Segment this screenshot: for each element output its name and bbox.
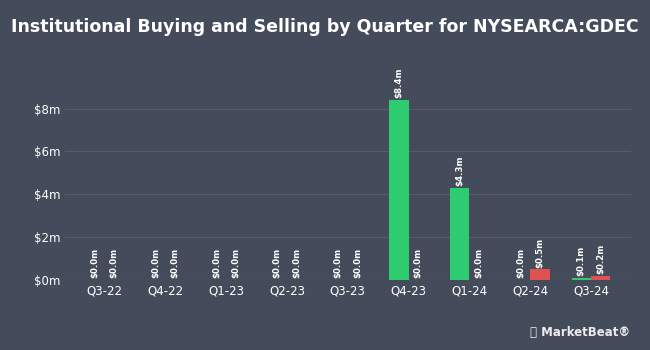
- Text: $0.2m: $0.2m: [596, 244, 605, 274]
- Text: $8.4m: $8.4m: [395, 68, 404, 98]
- Text: $0.0m: $0.0m: [273, 248, 281, 278]
- Text: $0.0m: $0.0m: [474, 248, 484, 278]
- Text: $0.0m: $0.0m: [90, 248, 99, 278]
- Text: $0.0m: $0.0m: [353, 248, 362, 278]
- Text: $0.1m: $0.1m: [577, 246, 586, 276]
- Text: $0.0m: $0.0m: [516, 248, 525, 278]
- Text: Institutional Buying and Selling by Quarter for NYSEARCA:GDEC: Institutional Buying and Selling by Quar…: [11, 18, 639, 35]
- Bar: [571, 278, 591, 280]
- Text: ⼏ MarketBeat®: ⼏ MarketBeat®: [530, 327, 630, 340]
- Text: $0.0m: $0.0m: [110, 248, 119, 278]
- Text: $0.0m: $0.0m: [170, 248, 179, 278]
- Text: $0.0m: $0.0m: [151, 248, 160, 278]
- Text: $4.3m: $4.3m: [455, 156, 464, 186]
- Text: $0.5m: $0.5m: [536, 237, 545, 267]
- Text: $0.0m: $0.0m: [231, 248, 240, 278]
- Bar: [530, 269, 550, 280]
- Text: $0.0m: $0.0m: [212, 248, 221, 278]
- Text: $0.0m: $0.0m: [292, 248, 301, 278]
- Bar: [450, 188, 469, 280]
- Bar: [389, 100, 409, 280]
- Text: $0.0m: $0.0m: [333, 248, 343, 278]
- Bar: [591, 276, 610, 280]
- Text: $0.0m: $0.0m: [414, 248, 422, 278]
